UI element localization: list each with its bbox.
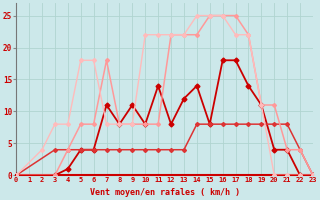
X-axis label: Vent moyen/en rafales ( km/h ): Vent moyen/en rafales ( km/h ) [90, 188, 240, 197]
